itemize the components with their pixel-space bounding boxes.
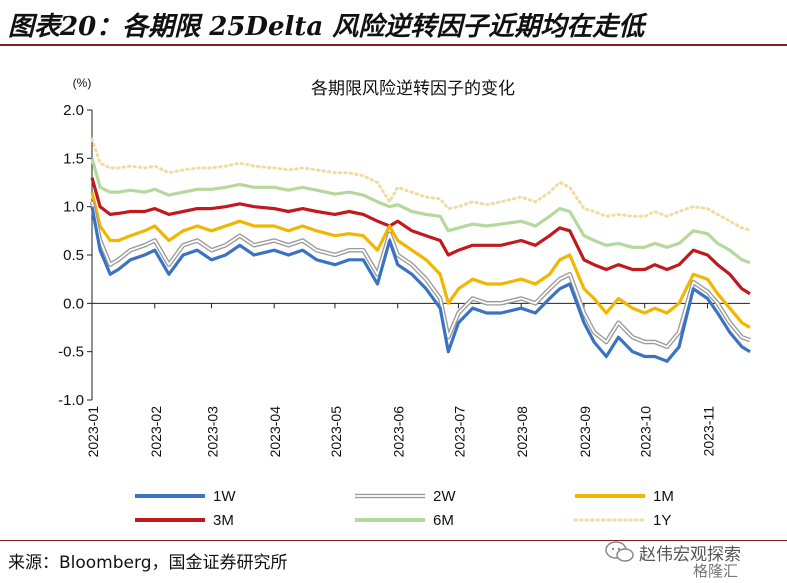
risk-reversal-line-chart: 各期限风险逆转因子的变化(%)2.01.51.00.50.0-0.5-1.020… (58, 76, 752, 529)
y-tick-label: -1.0 (58, 392, 84, 409)
series-line-1M (90, 191, 751, 329)
x-tick-label: 2023-03 (204, 406, 220, 458)
series-line-1Y (90, 137, 752, 232)
chart-title: 各期限风险逆转因子的变化 (311, 79, 515, 99)
legend-label: 1W (213, 488, 236, 505)
y-tick-label: 0.0 (63, 295, 84, 312)
legend-entry-1M: 1M (575, 488, 674, 505)
legend-entry-1W: 1W (135, 488, 236, 505)
x-tick-label: 2023-08 (514, 406, 530, 458)
x-tick-label: 2023-10 (638, 406, 654, 458)
report-header: 图表20：各期限 25Delta 风险逆转因子近期均在走低 (0, 0, 787, 46)
legend-label: 1M (653, 488, 674, 505)
x-tick-label: 2023-04 (267, 406, 283, 458)
x-tick-label: 2023-01 (85, 406, 101, 458)
x-tick-label: 2023-09 (577, 406, 593, 458)
y-tick-label: 1.0 (63, 199, 84, 216)
y-axis-unit: (%) (73, 76, 92, 90)
legend-entry-2W: 2W (355, 488, 456, 505)
watermark-subtext: 格隆汇 (693, 562, 739, 580)
figure-title: 图表20：各期限 25Delta 风险逆转因子近期均在走低 (8, 12, 645, 42)
y-tick-label: 0.5 (63, 247, 84, 264)
x-tick-label: 2023-02 (148, 406, 164, 458)
footer-divider (0, 540, 787, 541)
x-tick-label: 2023-11 (700, 406, 716, 457)
y-tick-label: 2.0 (63, 102, 84, 119)
legend-label: 3M (213, 512, 234, 529)
x-tick-label: 2023-06 (391, 406, 407, 458)
series-line-3M (90, 177, 751, 296)
x-tick-label: 2023-05 (328, 406, 344, 458)
source-note: 来源：Bloomberg，国金证券研究所 (8, 553, 288, 573)
series-line-6M (90, 157, 751, 265)
header-divider (0, 44, 787, 46)
series-line-2W-inner (91, 201, 751, 348)
legend-label: 2W (433, 488, 456, 505)
legend-entry-6M: 6M (355, 512, 454, 529)
y-tick-label: -0.5 (58, 344, 84, 361)
watermark: 赵伟宏观探索 格隆汇 (605, 540, 775, 580)
legend-label: 6M (433, 512, 454, 529)
series-line-1W (90, 206, 751, 363)
wechat-icon (605, 541, 634, 562)
legend-label: 1Y (653, 512, 671, 529)
legend-entry-3M: 3M (135, 512, 234, 529)
watermark-text: 赵伟宏观探索 (639, 545, 741, 565)
x-tick-label: 2023-07 (451, 406, 467, 458)
legend-entry-1Y: 1Y (573, 512, 671, 529)
y-tick-label: 1.5 (63, 150, 84, 167)
